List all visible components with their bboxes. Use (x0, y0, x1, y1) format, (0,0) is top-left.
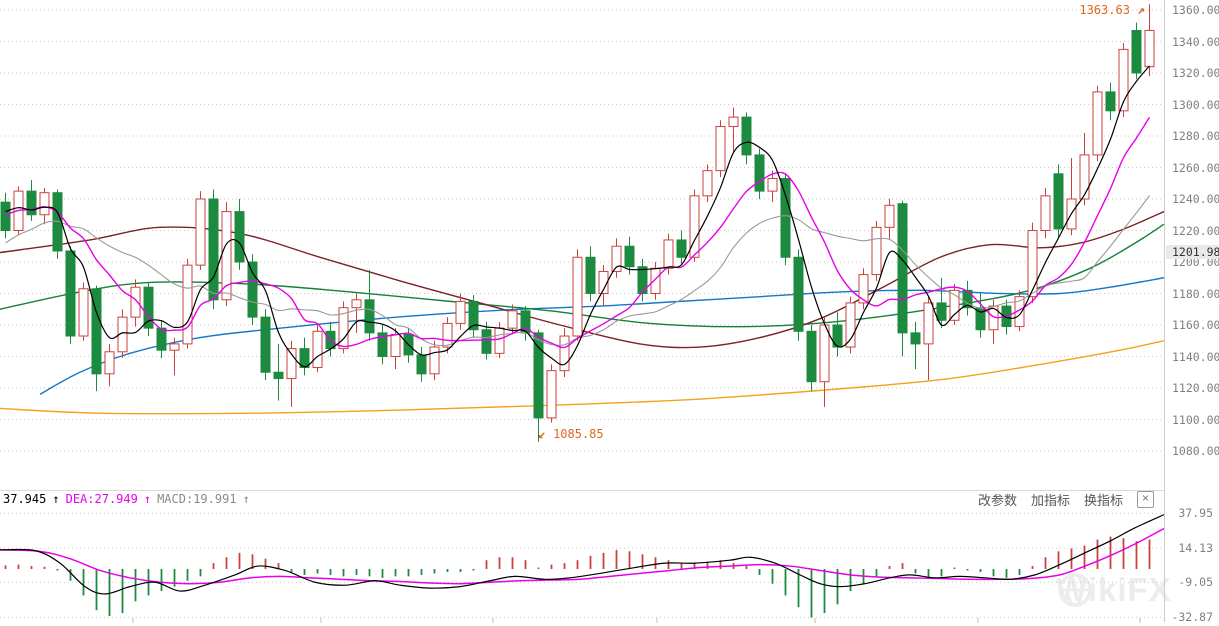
macd-axis-tick: 37.95 (1178, 506, 1213, 521)
indicator-values: 37.945 ↑ DEA:27.949 ↑ MACD:19.991 ↑ (0, 492, 250, 506)
price-axis-tick: 1340.00 (1172, 34, 1219, 49)
down-arrow-icon: ↙ (538, 427, 546, 442)
up-arrow-icon: ↗ (1137, 3, 1145, 18)
dea-value: DEA:27.949 (65, 492, 138, 506)
price-axis-tick: 1260.00 (1172, 160, 1219, 175)
axis-border (1164, 0, 1165, 622)
price-axis-tick: 1160.00 (1172, 318, 1219, 332)
macd-axis-tick: 14.13 (1178, 541, 1213, 556)
dea-up-arrow-icon: ↑ (143, 492, 152, 506)
price-axis-tick: 1140.00 (1172, 349, 1219, 364)
high-price-annotation: 1363.63 ↗ (1079, 3, 1145, 18)
dif-up-arrow-icon: ↑ (52, 492, 60, 506)
low-price-label: 1085.85 (553, 427, 604, 441)
price-axis-tick: 1280.00 (1172, 129, 1219, 143)
indicator-toolbar: 改参数 加指标 换指标 × (978, 490, 1164, 509)
price-axis-tick: 1080.00 (1172, 444, 1219, 458)
indicator-header: 37.945 ↑ DEA:27.949 ↑ MACD:19.991 ↑ 改参数 … (0, 490, 1164, 509)
price-axis-tick: 1220.00 (1172, 223, 1219, 238)
price-axis-tick: 1300.00 (1172, 97, 1219, 112)
high-price-label: 1363.63 (1079, 3, 1130, 17)
price-axis-tick: 1120.00 (1172, 381, 1219, 395)
price-axis-tick: 1360.00 (1172, 3, 1219, 17)
price-axis-tick: 1320.00 (1172, 66, 1219, 80)
low-price-annotation: ↙ 1085.85 (538, 427, 604, 442)
right-axis: 1360.00 1340.00 1320.00 1300.00 1280.00 1260.… (1164, 0, 1219, 626)
close-icon[interactable]: × (1137, 490, 1154, 508)
change-params-button[interactable]: 改参数 (977, 492, 1017, 508)
macd-axis-tick: -32.87 (1171, 610, 1213, 625)
price-axis-tick: 1100.00 (1172, 412, 1219, 427)
macd-chart-canvas[interactable] (0, 506, 1164, 626)
price-axis-tick: 1240.00 (1172, 192, 1219, 206)
current-price-tag: 1201.98 (1166, 245, 1219, 259)
price-chart-canvas[interactable] (0, 0, 1164, 490)
price-axis-tick: 1180.00 (1172, 286, 1219, 301)
macd-value: MACD:19.991 (157, 492, 237, 506)
add-indicator-button[interactable]: 加指标 (1030, 492, 1070, 508)
macd-up-arrow-icon: ↑ (242, 492, 250, 506)
switch-indicator-button[interactable]: 换指标 (1083, 492, 1123, 508)
macd-axis-tick: -9.05 (1178, 575, 1213, 590)
dif-value: 37.945 (3, 492, 47, 506)
